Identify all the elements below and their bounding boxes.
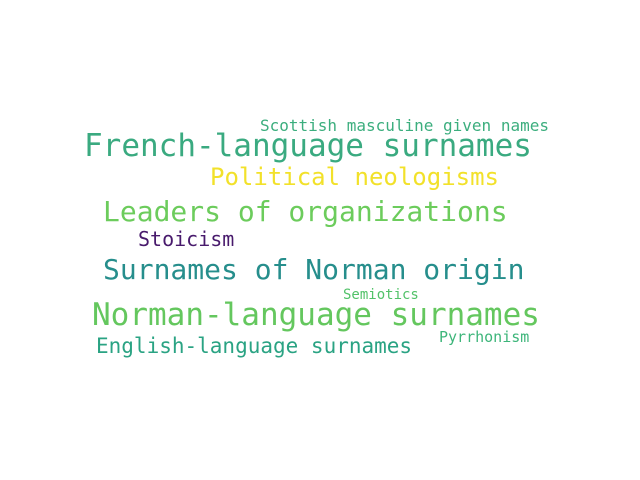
word-french-language-surnames: French-language surnames	[84, 128, 532, 164]
word-scottish-masculine-given-names: Scottish masculine given names	[260, 116, 549, 135]
word-semiotics: Semiotics	[343, 287, 419, 303]
word-leaders-of-organizations: Leaders of organizations	[103, 195, 508, 228]
word-stoicism: Stoicism	[138, 227, 235, 251]
word-surnames-of-norman-origin: Surnames of Norman origin	[103, 253, 525, 286]
word-pyrrhonism: Pyrrhonism	[439, 328, 530, 346]
word-english-language-surnames: English-language surnames	[96, 334, 413, 358]
word-norman-language-surnames: Norman-language surnames	[92, 297, 540, 333]
word-political-neologisms: Political neologisms	[210, 163, 499, 191]
